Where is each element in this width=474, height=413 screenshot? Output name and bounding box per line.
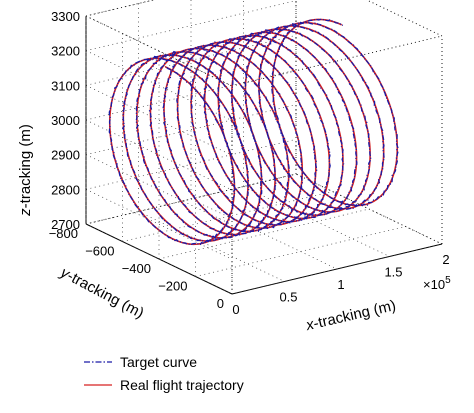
x-axis-line	[231, 243, 443, 295]
z-tick-label: 2900	[51, 148, 80, 163]
grid-line-y	[158, 208, 370, 260]
box-edge	[231, 35, 443, 87]
grid-line-x	[243, 186, 390, 257]
y-tick-label: −200	[158, 279, 187, 294]
y-tick-label: −600	[85, 244, 114, 259]
legend: Target curve Real flight trajectory	[84, 354, 244, 393]
z-tick-label: 2700	[51, 217, 80, 232]
z-tick-label: 2800	[51, 182, 80, 197]
series-layer	[108, 18, 399, 246]
z-tick-label: 3000	[51, 113, 80, 128]
y-tick-label: −400	[122, 261, 151, 276]
grid-line-z	[85, 85, 233, 156]
box-edge	[365, 0, 443, 37]
z-tick-label: 3100	[51, 78, 80, 93]
x-tick-label: 2	[442, 252, 449, 267]
y-tick-label: 0	[217, 296, 224, 311]
box-edge	[295, 173, 443, 245]
x-axis-title: x-tracking (m)	[303, 297, 397, 334]
tick-labels: 2700 2800 2900 3000 3100 3200 3300 −800 −600 −400…	[49, 9, 450, 317]
z-tick-label: 3300	[51, 9, 80, 24]
z-axis-title: z-tracking (m)	[17, 124, 34, 217]
x-tick-label: 1.5	[384, 265, 402, 280]
z-tick-label: 3200	[51, 44, 80, 59]
series-target-curve	[108, 18, 399, 246]
legend-label-target-curve: Target curve	[120, 354, 197, 370]
x-tick-label: 0.5	[279, 290, 297, 305]
grid-lines	[85, 0, 443, 295]
x-axis-exponent: ×105	[423, 275, 451, 292]
y-tick-label: −800	[49, 226, 78, 241]
legend-label-real-flight-trajectory: Real flight trajectory	[120, 377, 244, 393]
x-tick-label: 1	[337, 277, 344, 292]
x-tick-label: 0	[232, 302, 239, 317]
